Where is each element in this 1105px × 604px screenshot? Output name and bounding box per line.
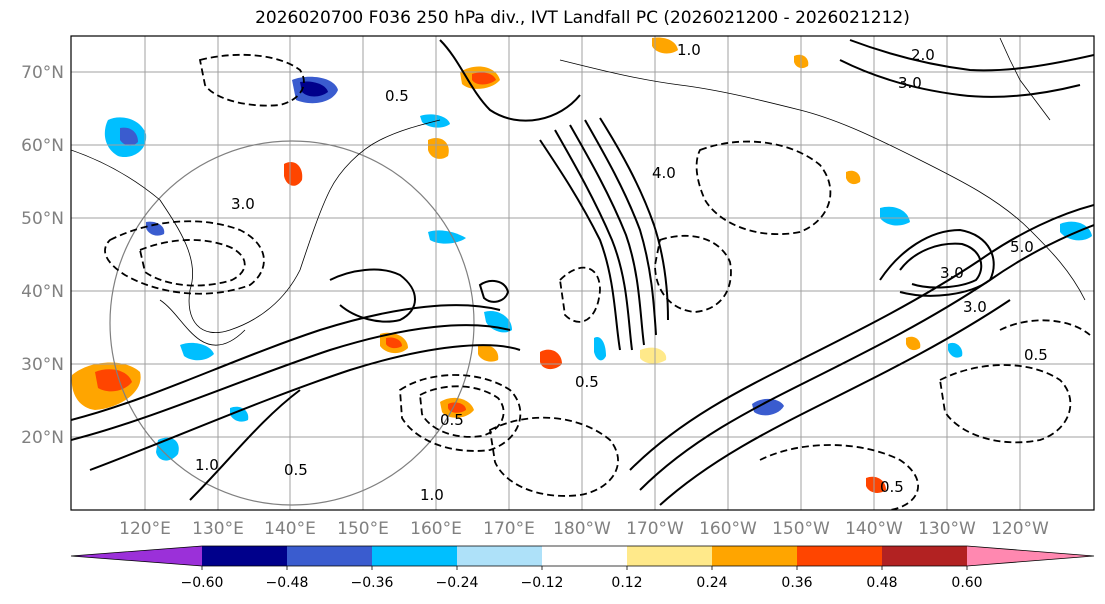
colorbar-tick-label: −0.24 [436,575,479,591]
contour-label: 3.0 [940,264,964,282]
colorbar-segment [882,546,967,566]
colorbar: −0.60 −0.48 −0.36 −0.24 −0.12 0.12 0.24 … [70,545,1095,591]
lon-label: 120°W [991,519,1049,539]
map-content [71,36,1094,510]
colorbar-tick-label: 0.12 [611,575,642,591]
colorbar-tick-label: −0.36 [351,575,394,591]
colorbar-segment [202,546,287,566]
lat-label: 70°N [21,63,64,83]
colorbar-tick-label: −0.60 [181,575,224,591]
lat-label: 20°N [21,428,64,448]
colorbar-segment [627,546,712,566]
contour-label: 3.0 [231,195,255,213]
contour-label: 5.0 [1010,238,1034,256]
colorbar-tick-label: 0.60 [951,575,982,591]
lon-label: 150°E [337,519,389,539]
colorbar-segment [457,546,542,566]
map-title: 2026020700 F036 250 hPa div., IVT Landfa… [255,8,910,28]
lon-label: 160°E [410,519,462,539]
lat-label: 50°N [21,209,64,229]
contour-label: 0.5 [284,461,308,479]
contour-label: 0.5 [385,87,409,105]
lon-label: 170°W [626,519,684,539]
lon-label: 130°W [918,519,976,539]
colorbar-extend-max [967,546,1094,566]
lon-label: 160°W [699,519,757,539]
lon-label: 120°E [119,519,171,539]
contour-label: 4.0 [652,164,676,182]
colorbar-tick-label: 0.48 [866,575,897,591]
lon-label: 140°W [845,519,903,539]
map-frame [70,35,1095,511]
colorbar-segment [712,546,797,566]
latitude-labels: 70°N 60°N 50°N 40°N 30°N 20°N [21,63,64,448]
colorbar-segment [797,546,882,566]
lon-label: 150°W [772,519,830,539]
colorbar-tick-label: 0.36 [781,575,812,591]
divergence-shading [71,37,1092,493]
longitude-labels: 120°E 130°E 140°E 150°E 160°E 170°E 180°… [119,519,1049,539]
contour-labels: 1.0 2.0 3.0 0.5 4.0 3.0 3.0 5.0 0.5 0.5 … [195,41,1048,504]
contour-label: 1.0 [677,41,701,59]
contour-label: 3.0 [898,74,922,92]
lon-label: 170°E [483,519,535,539]
contour-label: 0.5 [880,478,904,496]
colorbar-extend-min [71,546,202,566]
contour-label: 0.5 [1024,346,1048,364]
contour-label: 0.5 [575,373,599,391]
lon-label: 180°W [553,519,611,539]
contour-label: 3.0 [963,298,987,316]
contour-label: 0.5 [440,411,464,429]
colorbar-segment [372,546,457,566]
lon-label: 130°E [192,519,244,539]
colorbar-tick-label: −0.12 [521,575,564,591]
ivt-solid-contours [71,39,1094,506]
lon-label: 140°E [264,519,316,539]
contour-label: 1.0 [420,486,444,504]
lat-label: 40°N [21,282,64,302]
lat-label: 30°N [21,355,64,375]
contour-label: 2.0 [911,46,935,64]
colorbar-segment [542,546,627,566]
region-circle [109,140,475,506]
lat-label: 60°N [21,136,64,156]
colorbar-segment [287,546,372,566]
colorbar-tick-label: −0.48 [266,575,309,591]
contour-label: 1.0 [195,456,219,474]
colorbar-tick-label: 0.24 [696,575,727,591]
dashed-contours [104,53,1091,510]
